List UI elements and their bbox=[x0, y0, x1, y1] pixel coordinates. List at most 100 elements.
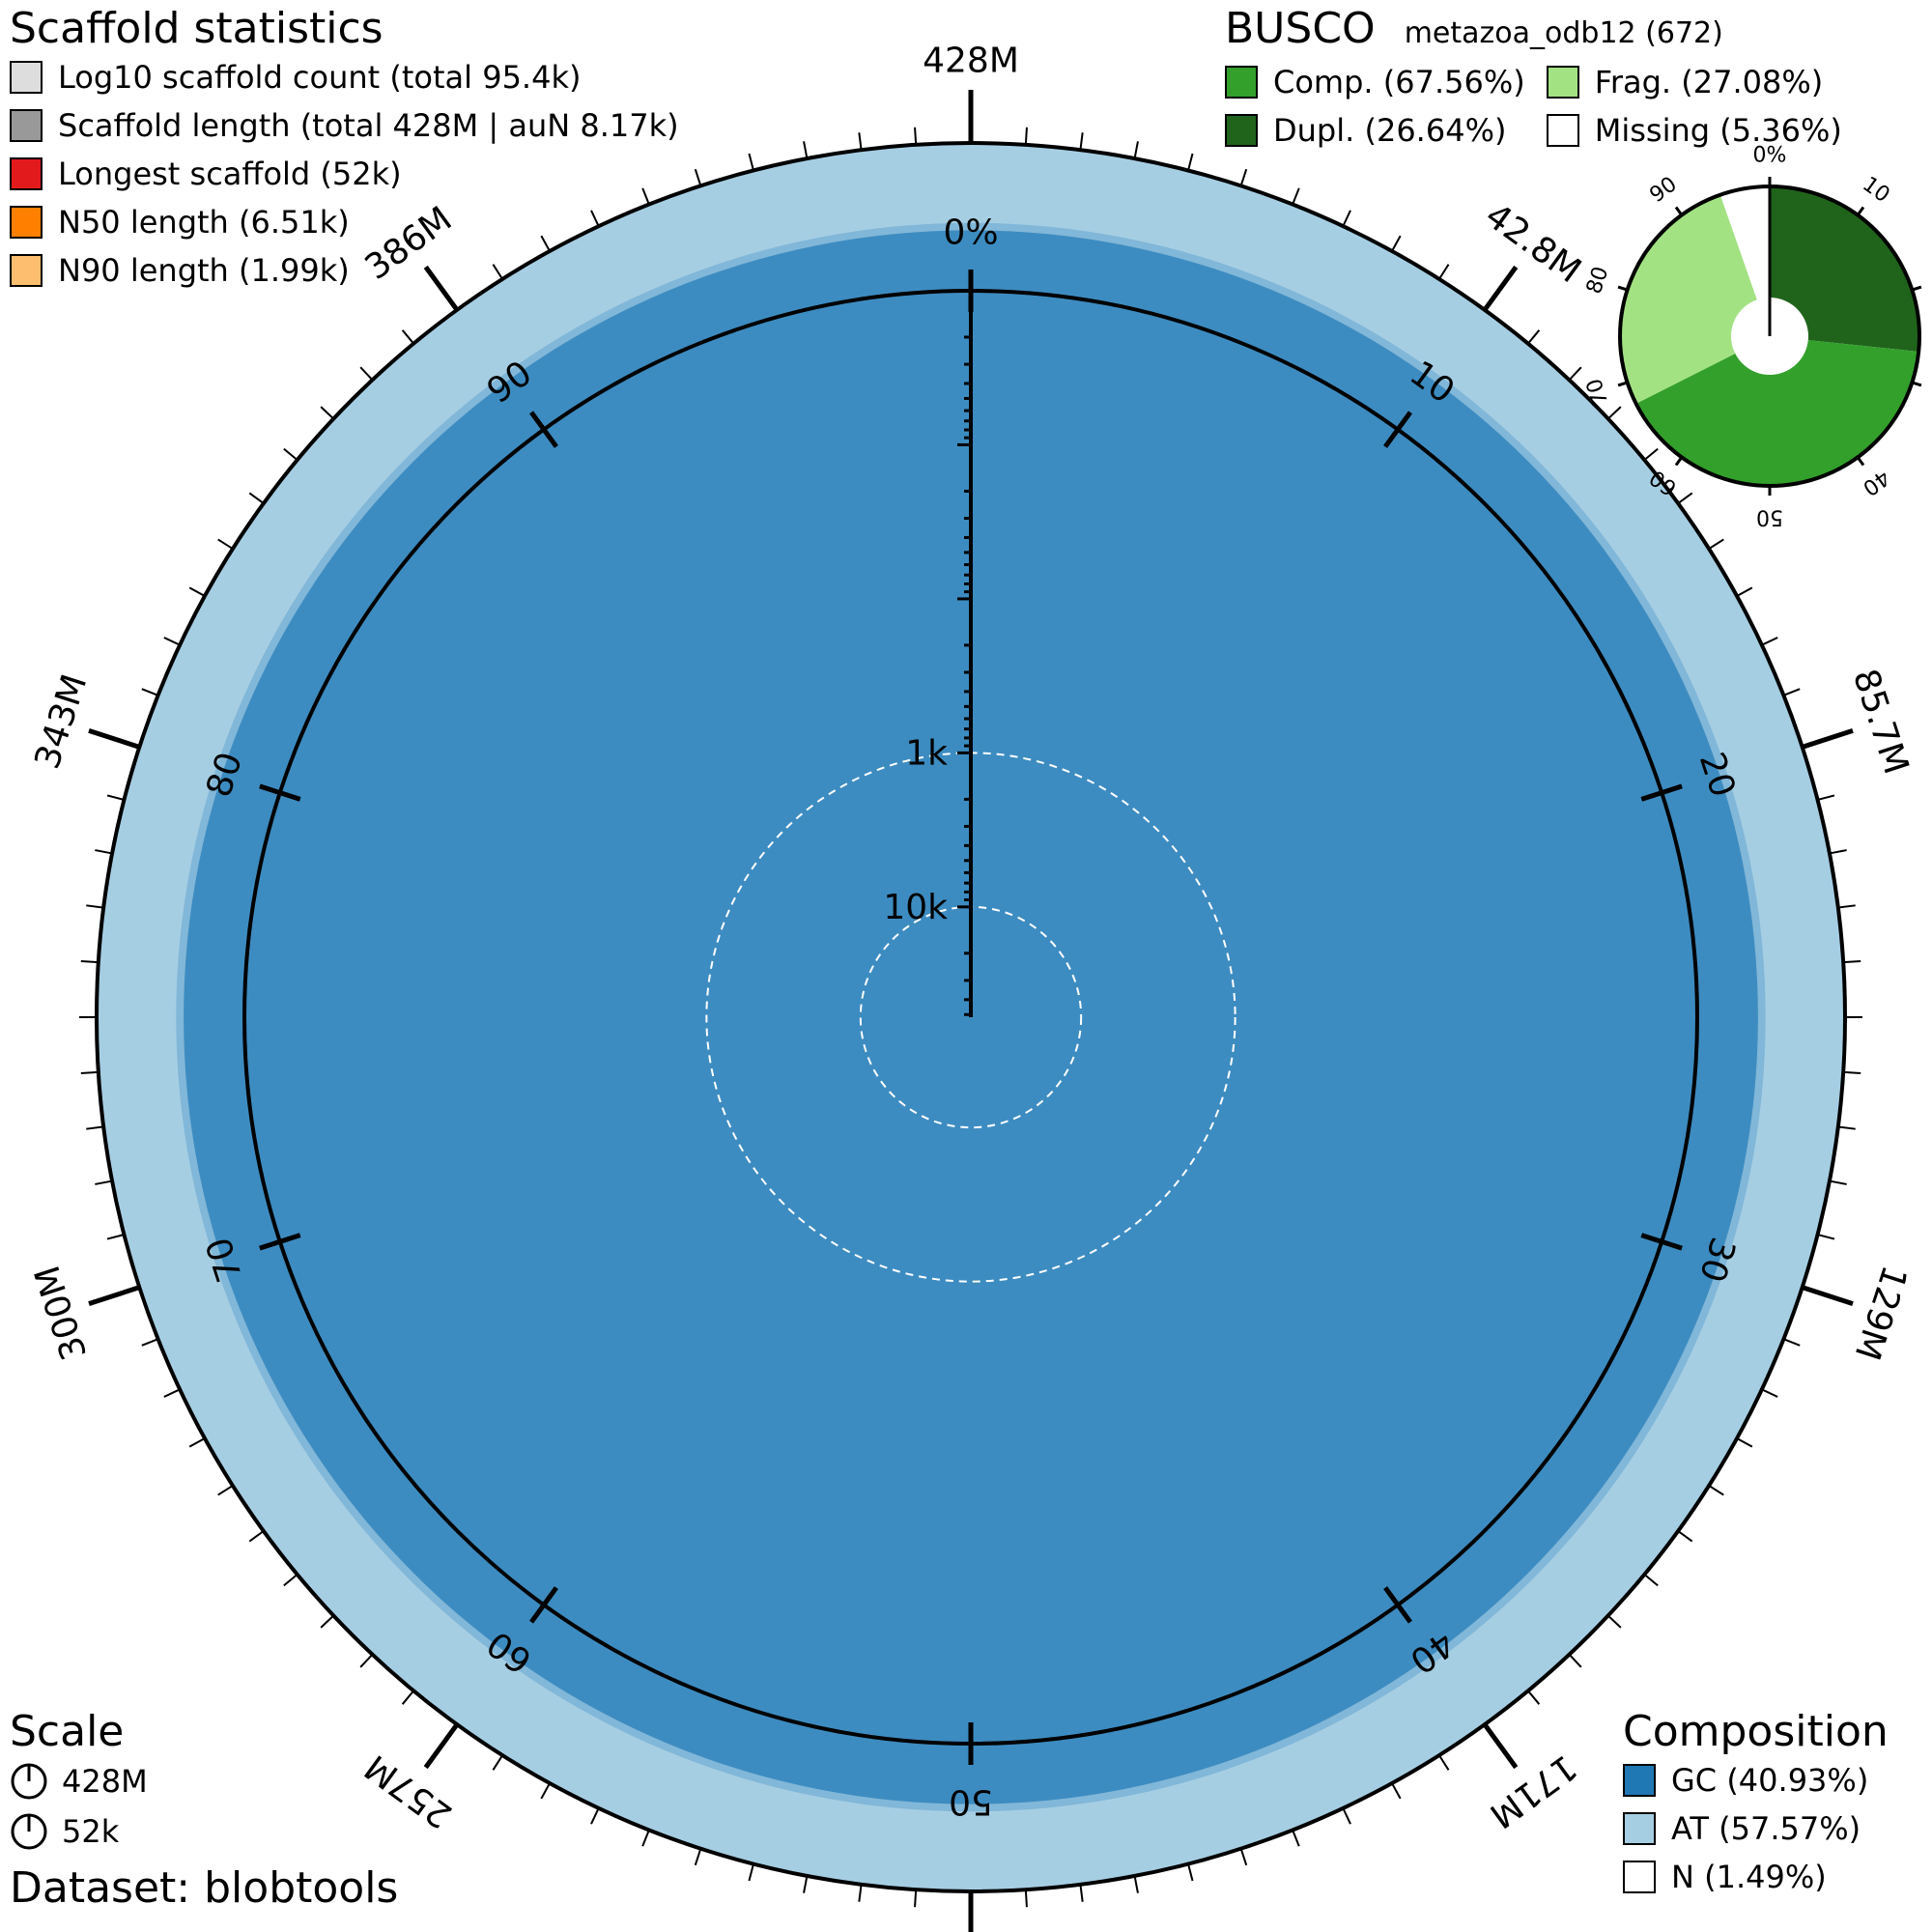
minor-span-tick bbox=[248, 492, 265, 504]
legend-label: Missing (5.36%) bbox=[1594, 112, 1842, 149]
minor-span-tick bbox=[1239, 1848, 1248, 1866]
minor-span-tick bbox=[858, 1884, 863, 1902]
busco-item-complete: Comp. (67.56%) bbox=[1225, 58, 1525, 106]
busco-tick bbox=[1911, 381, 1922, 387]
span-tick-label: 85.7M bbox=[1845, 665, 1916, 779]
busco-tick-label: 30 bbox=[1926, 376, 1932, 409]
minor-span-tick bbox=[1438, 1754, 1450, 1771]
legend-item-count: Log10 scaffold count (total 95.4k) bbox=[10, 53, 679, 101]
minor-span-tick bbox=[914, 1889, 918, 1908]
busco-tick-label: 50 bbox=[1756, 505, 1783, 529]
scale-longest-label: 52k bbox=[62, 1813, 120, 1850]
busco-item-missing: Missing (5.36%) bbox=[1546, 106, 1842, 155]
busco-tick bbox=[1674, 206, 1684, 216]
minor-span-tick bbox=[1843, 1070, 1861, 1074]
minor-span-tick bbox=[95, 1179, 113, 1185]
percent-tick bbox=[259, 1233, 301, 1251]
scaffold-legend: Scaffold statistics Log10 scaffold count… bbox=[10, 5, 679, 295]
legend-label: AT (57.57%) bbox=[1671, 1810, 1861, 1847]
minor-span-tick bbox=[1837, 1125, 1856, 1130]
busco-legend-title: BUSCO metazoa_odb12 (672) bbox=[1225, 5, 1842, 58]
radial-axis-label: 10k bbox=[883, 888, 948, 927]
percent-tick bbox=[1383, 411, 1412, 448]
minor-span-tick bbox=[1527, 329, 1541, 345]
span-tick bbox=[1801, 1285, 1854, 1307]
busco-tick bbox=[1674, 456, 1684, 467]
scale-longest-icon bbox=[11, 1813, 47, 1850]
legend-swatch bbox=[10, 61, 43, 94]
percent-tick bbox=[259, 783, 301, 802]
composition-legend: Composition GC (40.93%) AT (57.57%) N (1… bbox=[1623, 1708, 1889, 1901]
busco-fragmented-slice bbox=[1619, 194, 1757, 404]
composition-item-at: AT (57.57%) bbox=[1623, 1804, 1889, 1853]
minor-span-tick bbox=[95, 849, 113, 855]
minor-span-tick bbox=[106, 1234, 125, 1240]
legend-swatch bbox=[10, 206, 43, 239]
minor-span-tick bbox=[1292, 1830, 1300, 1847]
legend-swatch bbox=[1225, 114, 1258, 147]
legend-swatch bbox=[1546, 114, 1579, 147]
busco-tick-label: 90 bbox=[1645, 172, 1681, 208]
minor-span-tick bbox=[590, 210, 600, 227]
span-tick bbox=[88, 1285, 141, 1307]
minor-span-tick bbox=[1568, 1654, 1582, 1668]
minor-span-tick bbox=[163, 637, 181, 646]
minor-span-tick bbox=[641, 187, 650, 205]
minor-span-tick bbox=[80, 1070, 99, 1074]
minor-span-tick bbox=[1568, 366, 1582, 381]
minor-span-tick bbox=[163, 1388, 181, 1398]
busco-item-fragmented: Frag. (27.08%) bbox=[1546, 58, 1842, 106]
minor-span-tick bbox=[1736, 1437, 1753, 1448]
minor-span-tick bbox=[803, 1875, 809, 1893]
span-tick bbox=[1482, 1722, 1519, 1770]
span-tick-label: 428M bbox=[923, 42, 1019, 81]
legend-label: N (1.49%) bbox=[1671, 1859, 1827, 1895]
minor-span-tick bbox=[1761, 1388, 1778, 1398]
dataset-label: Dataset: blobtools bbox=[10, 1863, 399, 1913]
legend-label: N50 length (6.51k) bbox=[58, 204, 350, 241]
minor-span-tick bbox=[320, 406, 334, 420]
minor-span-tick bbox=[1292, 187, 1300, 205]
scale-span-icon bbox=[11, 1763, 47, 1800]
minor-span-tick bbox=[1133, 1875, 1139, 1893]
minor-span-tick bbox=[401, 329, 414, 345]
minor-span-tick bbox=[641, 1830, 650, 1847]
legend-item-n50: N50 length (6.51k) bbox=[10, 198, 679, 246]
minor-span-tick bbox=[86, 1125, 104, 1130]
busco-tick bbox=[1617, 381, 1629, 387]
scale-longest-row: 52k bbox=[10, 1806, 398, 1857]
busco-legend: BUSCO metazoa_odb12 (672) Comp. (67.56%) … bbox=[1225, 5, 1842, 155]
minor-span-tick bbox=[1079, 1884, 1084, 1902]
busco-duplicated-slice bbox=[1770, 186, 1919, 352]
scale-legend: Scale 428M 52k Dataset: blobtools bbox=[10, 1708, 398, 1913]
minor-span-tick bbox=[1708, 538, 1724, 550]
span-tick bbox=[1482, 265, 1519, 312]
minor-span-tick bbox=[86, 904, 104, 909]
minor-span-tick bbox=[540, 235, 551, 252]
minor-span-tick bbox=[1607, 1614, 1622, 1629]
scale-title: Scale bbox=[10, 1707, 125, 1756]
minor-span-tick bbox=[283, 447, 298, 461]
minor-span-tick bbox=[1079, 132, 1084, 151]
minor-span-tick bbox=[106, 794, 125, 801]
minor-span-tick bbox=[748, 1863, 754, 1882]
legend-item-length: Scaffold length (total 428M | auN 8.17k) bbox=[10, 101, 679, 150]
minor-span-tick bbox=[359, 1654, 374, 1668]
minor-span-tick bbox=[1837, 904, 1856, 909]
minor-span-tick bbox=[1829, 1179, 1847, 1185]
minor-span-tick bbox=[1829, 849, 1847, 855]
busco-tick-label: 20 bbox=[1926, 264, 1932, 297]
minor-span-tick bbox=[1342, 1807, 1351, 1825]
radial-axis-label: 1k bbox=[905, 733, 948, 773]
busco-lineage: metazoa_odb12 (672) bbox=[1404, 16, 1723, 50]
legend-swatch bbox=[1623, 1861, 1656, 1893]
legend-swatch bbox=[1225, 66, 1258, 99]
percent-tick bbox=[529, 411, 558, 448]
legend-swatch bbox=[10, 157, 43, 190]
minor-span-tick bbox=[1391, 235, 1402, 252]
percent-tick bbox=[529, 1586, 558, 1624]
legend-label: Comp. (67.56%) bbox=[1273, 64, 1525, 100]
minor-span-tick bbox=[188, 1437, 206, 1448]
busco-tick-label: 0% bbox=[1753, 144, 1787, 168]
minor-span-tick bbox=[359, 366, 374, 381]
